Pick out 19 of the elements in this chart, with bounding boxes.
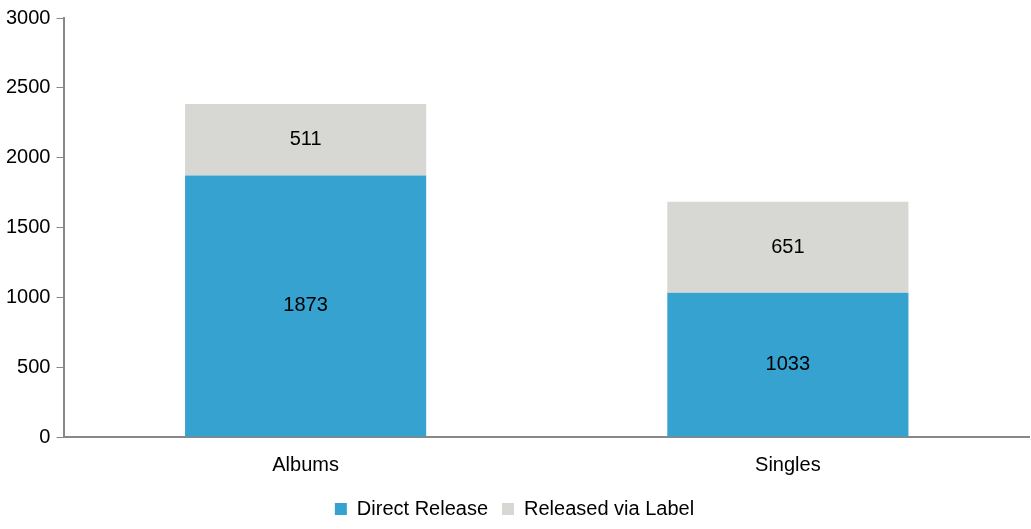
y-tick-label: 1500 [5, 215, 51, 238]
bar [185, 104, 427, 176]
x-tick-label: Singles [755, 452, 821, 475]
y-tick-label: 2000 [5, 145, 51, 168]
bar [667, 292, 909, 437]
y-tick-label: 3000 [5, 5, 51, 28]
y-tick-label: 1000 [5, 284, 51, 307]
x-tick-label: Albums [272, 452, 339, 475]
legend-label: Direct Release [356, 496, 489, 519]
y-tick-label: 2500 [5, 75, 51, 98]
data-label: 651 [771, 234, 805, 257]
data-label: 1873 [283, 293, 328, 316]
bar [185, 175, 427, 437]
legend-label: Released via Label [524, 496, 695, 519]
bar [667, 201, 909, 293]
y-tick-label: 0 [39, 424, 51, 447]
y-tick-label: 500 [17, 354, 51, 377]
data-label: 511 [289, 127, 322, 150]
data-label: 1033 [765, 352, 811, 375]
